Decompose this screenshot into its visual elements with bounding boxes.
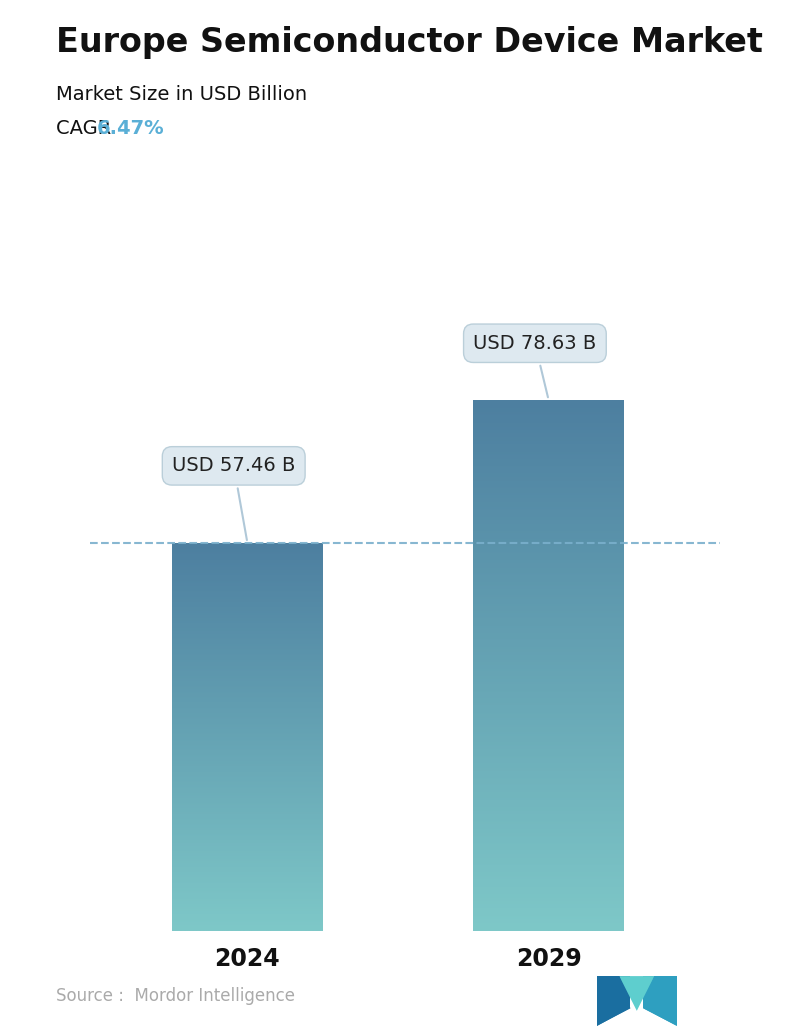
Text: USD 78.63 B: USD 78.63 B [474,334,596,397]
Polygon shape [643,976,677,1026]
Text: Market Size in USD Billion: Market Size in USD Billion [56,85,306,103]
Polygon shape [643,976,677,1026]
Text: 6.47%: 6.47% [96,119,164,138]
Polygon shape [597,976,630,1026]
Polygon shape [619,976,654,1011]
Polygon shape [597,976,630,1026]
Text: Source :  Mordor Intelligence: Source : Mordor Intelligence [56,987,295,1005]
Text: Europe Semiconductor Device Market: Europe Semiconductor Device Market [56,26,763,59]
Text: USD 57.46 B: USD 57.46 B [172,456,295,540]
Text: CAGR: CAGR [56,119,117,138]
